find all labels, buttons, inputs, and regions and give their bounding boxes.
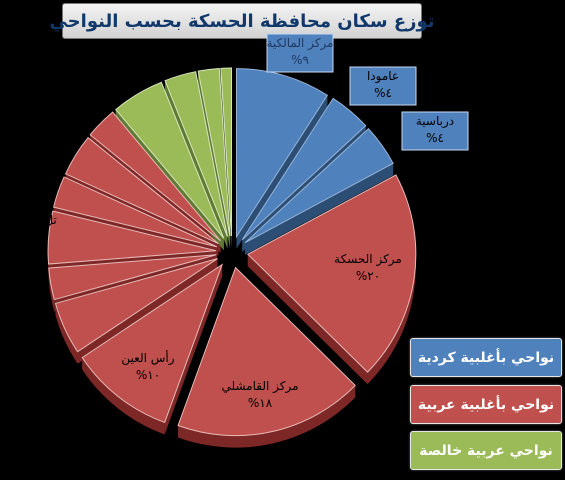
- slice-value-11: %٣: [77, 99, 95, 113]
- pie-slice-2: [244, 128, 394, 244]
- pie-slice-wall-2-1: [245, 163, 394, 255]
- slice-label-6: القحطانية: [14, 333, 62, 347]
- pie-slice-wall-14-0: [198, 71, 230, 249]
- pie-slice-15: [220, 67, 232, 237]
- slice-label-0: مركز المالكية: [266, 36, 333, 51]
- pie-slice-wall-0-1: [236, 95, 328, 249]
- slice-label-11: تل براك: [66, 82, 105, 97]
- slice-value-8: %٥: [23, 230, 41, 244]
- pie-slice-wall-13-0: [165, 80, 228, 249]
- slice-value-10: %٤: [43, 130, 61, 144]
- legend-purely-arab: نواحي عربية خالصة: [410, 431, 562, 470]
- pie-slice-9: [53, 176, 218, 248]
- slice-value-15: %١: [236, 56, 254, 70]
- slice-value-1: %٤: [374, 86, 392, 100]
- slice-value-0: %٩: [291, 53, 309, 67]
- slice-label-14: العريشة: [188, 39, 228, 54]
- slice-label-5: رأس العين: [121, 350, 174, 366]
- slice-label-15: الهول: [231, 39, 258, 54]
- pie-slice-6: [54, 258, 218, 353]
- slice-label-8: تل حميس: [7, 213, 57, 228]
- slice-label-2: درباسية: [416, 114, 454, 129]
- slice-label-13: مركدة: [146, 39, 177, 54]
- slice-label-9: الجوادية: [16, 171, 55, 186]
- pie-slice-10: [64, 136, 219, 245]
- pie-slice-13: [164, 71, 228, 237]
- pie-slice-14: [197, 67, 231, 237]
- slice-value-5: %١٠: [136, 368, 160, 382]
- slice-value-3: %٢٠: [356, 269, 380, 283]
- pie-slice-5: [81, 263, 224, 424]
- slice-label-7: اليعربية: [12, 272, 48, 287]
- legend-kurdish-majority: نواحي بأغلبية كردية: [410, 338, 562, 377]
- pie-slice-4: [177, 266, 356, 437]
- slice-label-box-2: [401, 111, 469, 151]
- pie-slice-side-4: [178, 385, 356, 448]
- pie-slice-side-5: [82, 357, 165, 435]
- pie-slice-11: [89, 111, 221, 242]
- slice-label-4: مركز القامشلي: [221, 379, 298, 394]
- pie-slice-12: [115, 81, 225, 239]
- pie-slice-1: [241, 97, 367, 241]
- slice-label-12: الشدادي: [93, 39, 135, 53]
- pie-slice-7: [48, 254, 217, 301]
- slice-label-box-1: [349, 66, 417, 106]
- pie-slice-0: [236, 68, 329, 239]
- pie-slice-8: [47, 210, 217, 265]
- pie-slice-wall-5-0: [164, 264, 223, 435]
- slice-value-12: %٥: [105, 56, 123, 70]
- pie-slice-wall-3-1: [247, 254, 368, 385]
- pie-slice-3: [247, 174, 417, 373]
- slice-label-10: تل تمر: [34, 113, 68, 128]
- slice-label-box-0: [266, 33, 334, 73]
- slice-value-7: %٣: [21, 289, 39, 303]
- slice-value-14: %٢: [199, 56, 217, 70]
- slice-value-9: %٣: [27, 188, 45, 202]
- chart-title: توزع سكان محافظة الحسكة بحسب النواحي: [49, 3, 435, 39]
- slice-label-3: مركز الحسكة: [334, 252, 402, 267]
- slice-value-2: %٤: [426, 131, 444, 145]
- slice-value-13: %٣: [153, 56, 171, 70]
- legend-arab-majority: نواحي بأغلبية عربية: [410, 385, 562, 424]
- slice-value-4: %١٨: [248, 396, 273, 410]
- slice-label-1: عامودا: [367, 69, 399, 84]
- slice-value-6: %٥: [29, 350, 47, 364]
